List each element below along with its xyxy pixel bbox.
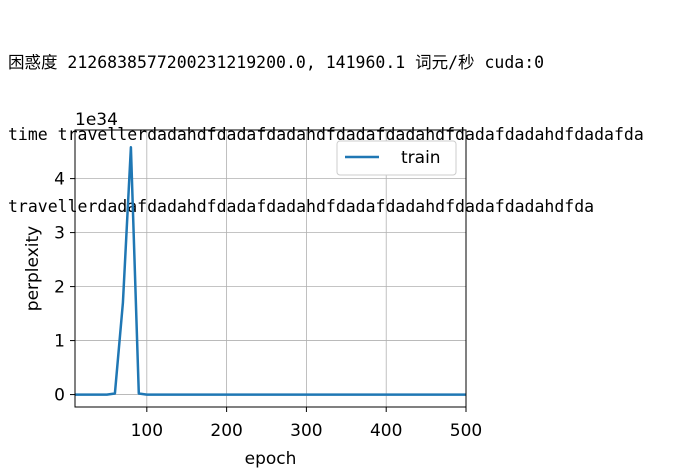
x-tick-label: 200 (210, 421, 242, 441)
x-tick-label: 400 (370, 421, 402, 441)
series-line-train (75, 146, 466, 396)
x-tick-label: 100 (131, 421, 163, 441)
log-line-perplexity: 困惑度 2126838577200231219200.0, 141960.1 词… (8, 53, 545, 72)
legend-box (336, 140, 457, 176)
legend-label-train: train (401, 148, 441, 168)
plot-frame (74, 129, 467, 408)
x-tick-label: 500 (450, 421, 482, 441)
training-log: 困惑度 2126838577200231219200.0, 141960.1 词… (8, 3, 644, 243)
y-axis-label: perplexity (23, 226, 43, 311)
axis-ticks: 100 200 300 400 500 0 1 2 3 4 (54, 170, 482, 441)
y-tick-label: 4 (54, 170, 65, 190)
y-tick-label: 2 (54, 278, 65, 298)
x-tick-label: 300 (290, 421, 322, 441)
log-line-sample-2: travellerdadafdadahdfdadafdadahdfdadafda… (8, 197, 595, 216)
y-tick-label: 1 (54, 332, 65, 352)
y-scale-label: 1e34 (75, 110, 118, 130)
y-tick-label: 0 (54, 386, 65, 406)
y-tick-label: 3 (54, 224, 65, 244)
x-axis-label: epoch (245, 449, 297, 468)
legend: train (336, 140, 457, 176)
